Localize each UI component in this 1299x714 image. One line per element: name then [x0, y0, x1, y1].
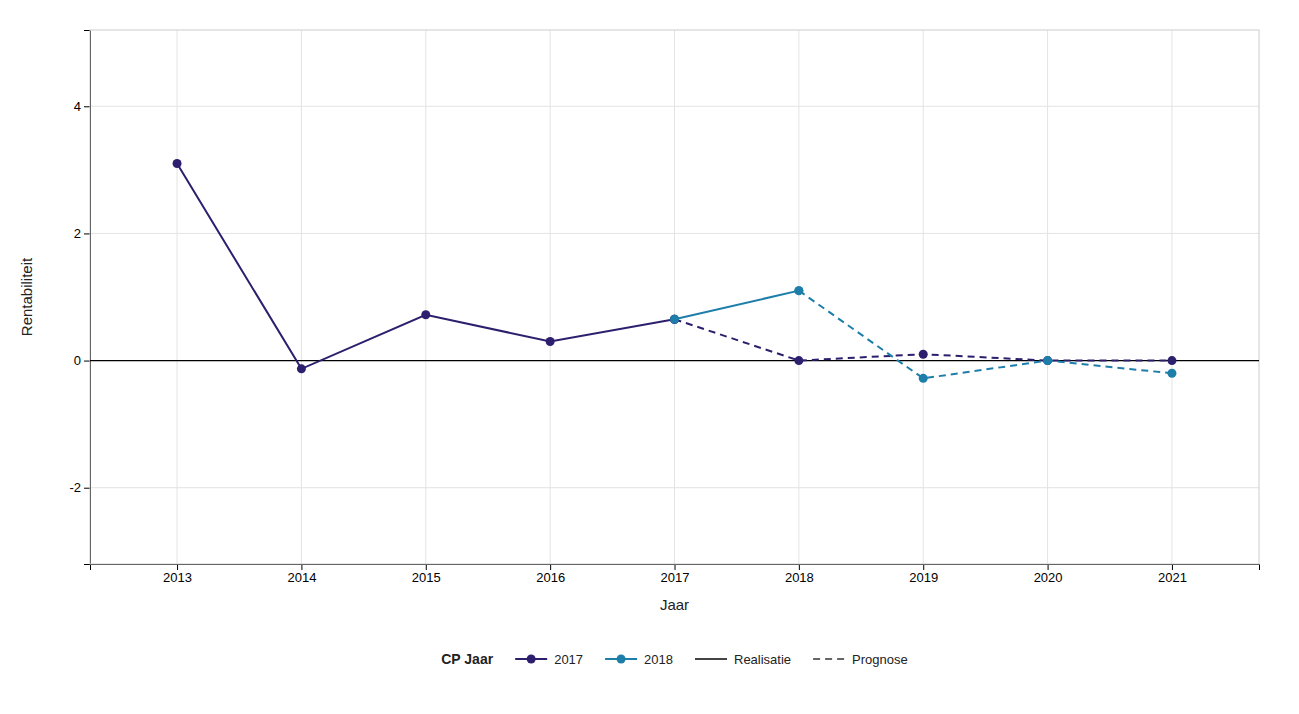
chart: 2013 2014 2015 2016 2017 2018 2019 2020 2021 -2 0 2…	[0, 0, 1299, 714]
x-tick-mark	[177, 564, 178, 570]
legend-entry: 2018	[605, 652, 673, 667]
series-point	[173, 159, 182, 168]
legend-label: Prognose	[852, 652, 908, 667]
x-tick-label: 2015	[412, 570, 441, 585]
x-tick-label: 2017	[661, 570, 690, 585]
y-tick-mark	[84, 488, 90, 489]
legend-key-marker	[527, 655, 536, 664]
y-tick-mark	[84, 106, 90, 107]
x-axis: 2013 2014 2015 2016 2017 2018 2019 2020 2021	[91, 564, 1260, 585]
x-tick: 2014	[287, 564, 316, 585]
series-point	[794, 286, 803, 295]
x-tick: 2020	[1034, 564, 1063, 585]
series-line	[799, 291, 1172, 379]
y-tick: -2	[69, 480, 90, 495]
series-point	[546, 337, 555, 346]
grid-line-x	[923, 30, 924, 564]
legend-entry: Realisatie	[695, 652, 791, 667]
x-axis-line	[91, 565, 1260, 571]
grid-line-x	[301, 30, 302, 564]
y-tick-mark	[84, 233, 90, 234]
y-tick-mark	[84, 361, 90, 362]
x-tick-mark	[675, 564, 676, 570]
x-tick: 2015	[412, 564, 441, 585]
x-tick-label: 2020	[1034, 570, 1063, 585]
series-point	[297, 364, 306, 373]
x-tick: 2019	[909, 564, 938, 585]
x-tick: 2017	[661, 564, 690, 585]
series-point	[1043, 356, 1052, 365]
x-tick-mark	[301, 564, 302, 570]
legend-key-line	[695, 658, 727, 660]
series-line	[177, 164, 674, 369]
series-point	[794, 286, 803, 295]
x-tick-label: 2019	[909, 570, 938, 585]
series-point	[421, 310, 430, 319]
x-tick-mark	[426, 564, 427, 570]
x-tick-mark	[1048, 564, 1049, 570]
grid-line-x	[177, 30, 178, 564]
x-tick-mark	[923, 564, 924, 570]
grid	[90, 30, 1259, 564]
y-tick-label: -2	[69, 480, 81, 495]
grid-line-y	[90, 233, 1259, 234]
grid-line-x	[1047, 30, 1048, 564]
legend-title: CP Jaar	[441, 651, 493, 667]
x-tick: 2016	[536, 564, 565, 585]
plot-frame	[90, 30, 1259, 564]
series-point	[670, 315, 679, 324]
legend: CP Jaar 2017 2018 Realisatie Prognose	[441, 651, 908, 667]
grid-line-x	[550, 30, 551, 564]
grid-line-y	[90, 106, 1259, 107]
series-line	[675, 319, 1172, 360]
series-point	[919, 374, 928, 383]
y-axis-title: Rentabiliteit	[18, 257, 35, 336]
y-tick-label: 2	[74, 226, 81, 241]
legend-label: Realisatie	[734, 652, 791, 667]
grid-line-y	[90, 360, 1259, 361]
series-line	[675, 291, 799, 320]
x-tick-mark	[1172, 564, 1173, 570]
x-tick-label: 2013	[163, 570, 192, 585]
x-tick-label: 2016	[536, 570, 565, 585]
grid-line-x	[1171, 30, 1172, 564]
grid-line-y	[90, 487, 1259, 488]
x-tick: 2018	[785, 564, 814, 585]
plot-area	[90, 159, 1259, 383]
x-axis-title: Jaar	[660, 596, 689, 613]
grid-line-x	[674, 30, 675, 564]
x-tick: 2013	[163, 564, 192, 585]
y-axis: -2 0 2 4	[69, 31, 90, 565]
series-point	[1167, 369, 1176, 378]
y-tick-label: 0	[74, 353, 81, 368]
y-tick: 2	[74, 226, 90, 241]
x-tick: 2021	[1158, 564, 1187, 585]
x-tick-label: 2018	[785, 570, 814, 585]
series-point	[919, 350, 928, 359]
legend-label: 2017	[554, 652, 583, 667]
series-point	[670, 315, 679, 324]
x-tick-label: 2014	[287, 570, 316, 585]
series-point	[794, 356, 803, 365]
series-point	[1167, 356, 1176, 365]
series-point	[1043, 356, 1052, 365]
y-tick: 0	[74, 353, 90, 368]
x-tick-mark	[799, 564, 800, 570]
legend-key-marker	[617, 655, 626, 664]
y-tick: 4	[74, 99, 90, 114]
grid-line-x	[425, 30, 426, 564]
grid-line-x	[798, 30, 799, 564]
y-tick-label: 4	[74, 99, 81, 114]
legend-key-line	[813, 658, 845, 660]
legend-entry: Prognose	[813, 652, 908, 667]
reference-line	[90, 360, 1259, 361]
x-tick-label: 2021	[1158, 570, 1187, 585]
legend-entry: 2017	[515, 652, 583, 667]
series-point	[670, 315, 679, 324]
legend-label: 2018	[644, 652, 673, 667]
x-tick-mark	[550, 564, 551, 570]
